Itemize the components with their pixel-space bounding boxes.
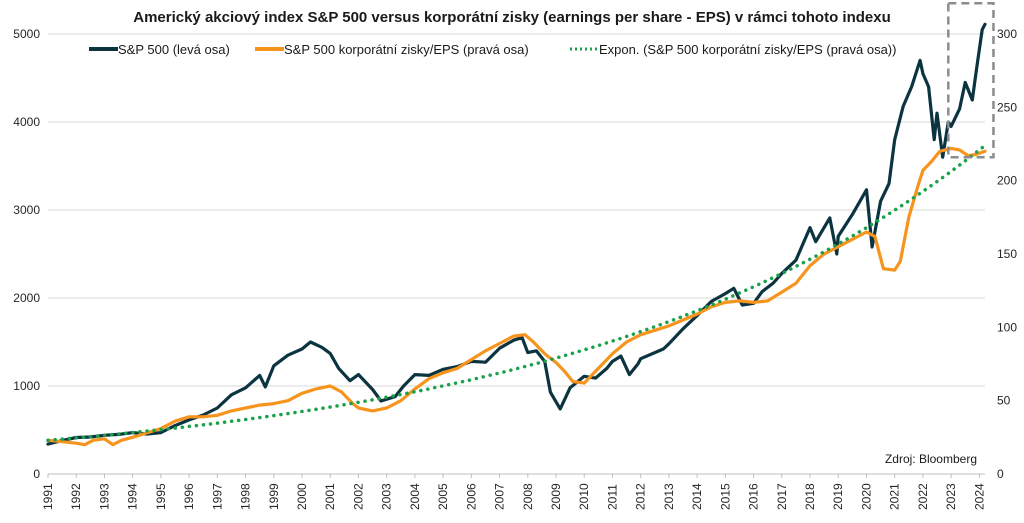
x-tick-label: 2011 [605,484,619,510]
series-line-sp500 [46,22,987,446]
y-right-tick-label: 250 [997,100,1017,114]
legend: S&P 500 (levá osa) S&P 500 korporátní zi… [89,42,896,57]
y-left-tick-label: 5000 [13,27,40,41]
y-right-tick-label: 200 [997,174,1017,188]
x-tick-label: 2014 [690,483,704,510]
legend-item-eps: S&P 500 korporátní zisky/EPS (pravá osa) [255,42,529,57]
x-tick-label: 2015 [718,483,732,510]
x-tick-label: 2018 [803,483,817,510]
x-tick-label: 2023 [944,483,958,510]
x-tick-label: 2004 [408,483,422,510]
y-axis-right: 0 50 100 150 200 250 300 [997,27,1017,481]
source-note: Zdroj: Bloomberg [885,452,977,466]
x-tick-label: 2006 [464,483,478,510]
x-tick-label: 1995 [154,483,168,510]
x-tick-label: 1994 [126,483,140,510]
y-right-tick-label: 50 [997,394,1011,408]
highlight-box [947,1,995,159]
y-right-tick-label: 150 [997,247,1017,261]
series-line-eps [46,146,987,447]
x-tick-label: 2010 [577,483,591,510]
x-tick-label: 2003 [380,483,394,510]
x-tick-label: 2000 [295,483,309,510]
x-tick-label: 1997 [210,483,224,510]
y-left-tick-label: 3000 [13,203,40,217]
x-tick-label: 2012 [634,483,648,510]
x-tick-label: 2019 [831,483,845,510]
x-tick-label: 2007 [493,483,507,510]
y-right-tick-label: 100 [997,320,1017,334]
x-tick-label: 2016 [747,483,761,510]
x-tick-label: 1993 [97,483,111,510]
y-left-tick-label: 4000 [13,115,40,129]
series-line-trend [46,143,987,443]
x-tick-label: 2002 [351,483,365,510]
legend-item-sp500: S&P 500 (levá osa) [89,42,230,57]
y-right-tick-label: 0 [997,467,1004,481]
legend-item-trend: Expon. (S&P 500 korporátní zisky/EPS (pr… [570,42,896,57]
y-axis-left: 0 1000 2000 3000 4000 5000 [13,27,40,481]
x-tick-label: 2020 [859,483,873,510]
x-tick-label: 2017 [775,483,789,510]
y-right-tick-label: 300 [997,27,1017,41]
y-left-tick-label: 1000 [13,379,40,393]
x-axis: 1991 1992 1993 1994 1995 1996 1997 1998 1999 2000… [41,474,986,510]
x-tick-label: 1998 [239,483,253,510]
legend-label-eps: S&P 500 korporátní zisky/EPS (pravá osa) [284,42,529,57]
legend-label-sp500: S&P 500 (levá osa) [118,42,230,57]
x-tick-label: 2021 [888,483,902,510]
x-tick-label: 1991 [41,483,55,510]
x-tick-label: 2008 [521,483,535,510]
x-tick-label: 2005 [436,483,450,510]
x-tick-label: 2009 [549,483,563,510]
chart-title: Americký akciový index S&P 500 versus ko… [133,9,891,26]
highlight-rect [947,1,995,159]
gridlines [48,33,985,475]
y-left-tick-label: 2000 [13,291,40,305]
x-tick-label: 2001 [323,483,337,510]
x-tick-label: 2013 [662,483,676,510]
x-tick-label: 2024 [972,483,986,510]
y-left-tick-label: 0 [33,467,40,481]
x-tick-label: 2022 [916,483,930,510]
x-tick-label: 1996 [182,483,196,510]
legend-label-trend: Expon. (S&P 500 korporátní zisky/EPS (pr… [599,42,896,57]
x-tick-label: 1999 [267,483,281,510]
series-lines [46,22,987,447]
x-tick-label: 1992 [69,483,83,510]
